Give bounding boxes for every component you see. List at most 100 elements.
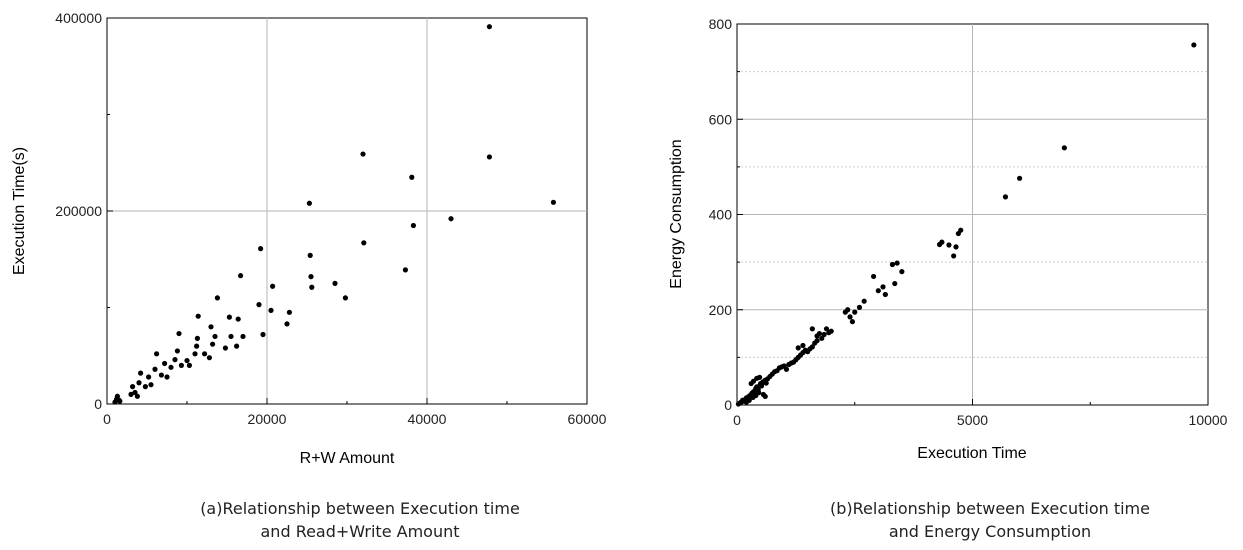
chart-a-data-point: [306, 200, 312, 206]
chart-b-data-point: [821, 331, 827, 338]
chart-b-gridlines: [737, 24, 1208, 405]
chart-b-y-tick-label: 0: [724, 397, 732, 413]
chart-a-data-point: [226, 314, 232, 320]
chart-a-data-point: [210, 341, 216, 347]
chart-a-data-point: [195, 313, 201, 319]
chart-a-x-axis-label: R+W Amount: [300, 450, 395, 467]
chart-a-gridlines: [107, 18, 587, 404]
chart-a-data-point: [206, 355, 212, 361]
chart-b-data-point: [800, 342, 806, 349]
chart-b-data-point: [892, 280, 898, 287]
chart-a-data-point: [134, 393, 140, 399]
chart-a-data-point: [228, 333, 234, 340]
chart-a-data-point: [214, 295, 220, 301]
chart-a-data-point: [152, 366, 158, 372]
chart-b-data-point: [823, 326, 830, 332]
chart-b-data-point: [783, 366, 790, 372]
chart-a-data-point: [132, 389, 138, 396]
chart-a-data-point: [128, 391, 134, 397]
chart-a-data-point: [148, 382, 154, 388]
chart-b-x-tick-label: 0: [733, 412, 741, 428]
chart-a-data-point: [117, 398, 123, 404]
chart-b-data-point: [1191, 42, 1197, 48]
chart-a-data-point: [238, 273, 244, 279]
chart-b-y-tick-label: 800: [709, 16, 733, 32]
chart-a-data-point: [486, 154, 492, 160]
chart-a-data-point: [154, 351, 160, 357]
chart-b-data-point: [951, 253, 957, 259]
chart-a-data-point: [268, 307, 274, 313]
chart-a-data-point: [410, 222, 416, 229]
chart-b-data-point: [882, 291, 888, 298]
chart-a-data-point: [270, 283, 276, 289]
chart-b-x-tick-label: 5000: [957, 412, 988, 428]
chart-a-data-point: [222, 345, 228, 351]
chart-a-data-point: [186, 362, 192, 368]
chart-a-data-point: [174, 348, 180, 354]
chart-b-caption-line1: (b)Relationship between Execution time: [830, 499, 1150, 518]
chart-a-data-point: [240, 333, 246, 340]
chart-b-data-point: [889, 261, 896, 268]
chart-b-data-point: [814, 338, 820, 344]
chart-b-caption-line2: and Energy Consumption: [888, 522, 1092, 541]
chart-a-data-point: [360, 151, 366, 157]
chart-a-data-point: [402, 267, 408, 273]
chart-a-data-point: [235, 316, 241, 322]
chart-a-data-point: [168, 364, 174, 370]
chart-b-data-point: [828, 328, 834, 334]
chart-a-data-point: [332, 280, 338, 286]
chart-b-data-point: [880, 284, 886, 290]
chart-b-data-point: [750, 394, 756, 400]
chart-a-data-point: [258, 246, 264, 252]
chart-a-data-point: [550, 199, 557, 205]
chart-a-ticks: 0 20000 40000 60000 0 200000 400000: [55, 10, 606, 427]
chart-b-data-point: [757, 374, 763, 380]
chart-b-y-tick-label: 600: [709, 111, 733, 127]
chart-b-y-axis-label: Energy Consumption: [668, 139, 685, 288]
chart-a-y-tick-label: 400000: [55, 10, 102, 26]
chart-a-data-point: [284, 321, 290, 327]
chart-a-data-point: [256, 302, 262, 308]
chart-b-points: [735, 42, 1197, 407]
chart-a-data-point: [260, 331, 266, 338]
chart-a-data-point: [138, 370, 144, 376]
chart-a-data-point: [286, 309, 292, 315]
chart-b-data-point: [861, 298, 867, 304]
chart-a: 0 20000 40000 60000 0 200000 400000 R+W Amount…: [11, 10, 607, 467]
chart-b-data-point: [946, 242, 952, 248]
chart-a-x-tick-label: 60000: [568, 411, 607, 427]
chart-b-data-point: [856, 304, 863, 310]
chart-b-data-point: [849, 319, 855, 325]
chart-a-data-point: [178, 362, 184, 368]
chart-a-data-point: [361, 240, 367, 246]
chart-a-y-tick-label: 200000: [55, 203, 102, 219]
chart-a-x-tick-label: 20000: [248, 411, 287, 427]
chart-a-data-point: [164, 374, 170, 380]
chart-b-x-axis-label: Execution Time: [917, 445, 1026, 462]
chart-b-data-point: [1002, 194, 1009, 200]
chart-a-data-point: [142, 384, 148, 390]
chart-b-data-point: [875, 288, 881, 294]
chart-b-data-point: [819, 335, 825, 341]
chart-b-data-point: [1017, 175, 1023, 181]
chart-b-data-point: [809, 344, 815, 350]
chart-b-data-point: [816, 330, 823, 337]
chart-a-data-point: [172, 357, 178, 363]
chart-a-data-point: [308, 274, 314, 280]
chart-b-data-point: [763, 380, 769, 386]
chart-a-data-point: [309, 284, 315, 290]
chart-a-caption: (a)Relationship between Execution time a…: [120, 497, 600, 543]
chart-a-data-point: [307, 252, 313, 258]
chart-a-data-point: [162, 360, 168, 367]
chart-a-data-point: [176, 330, 182, 337]
chart-a-data-point: [208, 324, 214, 330]
chart-b-caption: (b)Relationship between Execution time a…: [755, 497, 1225, 543]
chart-b-data-point: [743, 399, 750, 405]
chart-b-data-point: [758, 383, 765, 389]
chart-a-caption-line1: (a)Relationship between Execution time: [200, 499, 520, 518]
chart-b-data-point: [795, 345, 801, 351]
chart-b-y-tick-label: 400: [709, 207, 733, 223]
chart-b-data-point: [939, 239, 945, 245]
chart-b-data-point: [845, 307, 851, 313]
chart-b-data-point: [870, 273, 877, 280]
